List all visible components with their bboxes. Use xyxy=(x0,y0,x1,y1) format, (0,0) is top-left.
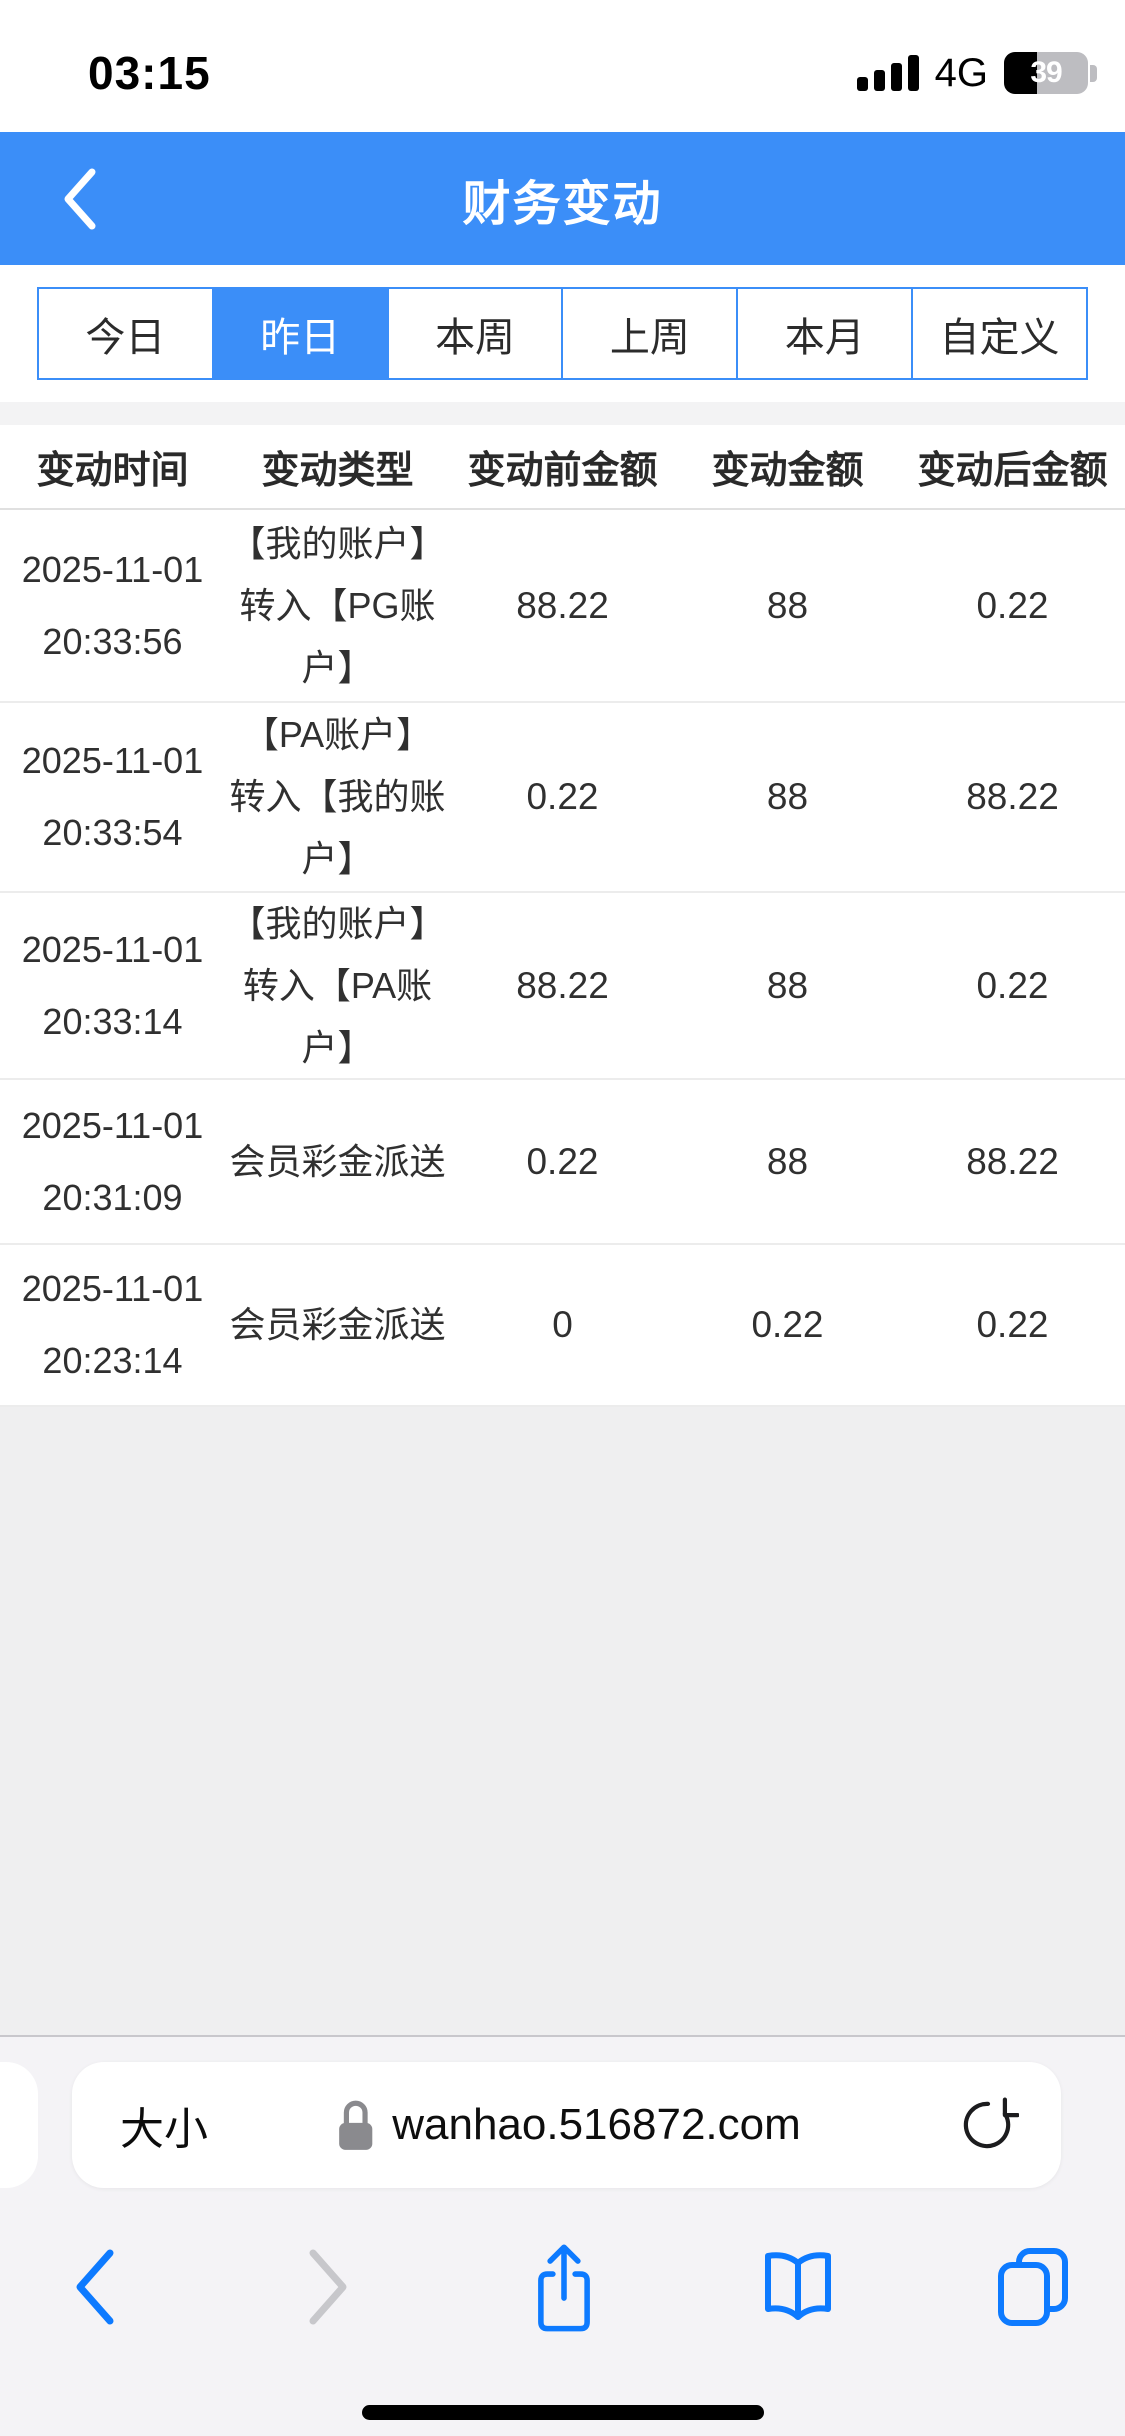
url-text[interactable]: wanhao.516872.com xyxy=(392,2100,801,2149)
battery-fill xyxy=(1004,52,1037,94)
row-date: 2025-11-01 xyxy=(21,1104,204,1146)
cell-before-amount: 0.22 xyxy=(526,1140,599,1182)
safari-bottom-bar: 大小 wanhao.516872.com xyxy=(0,2035,1125,2436)
forward-button[interactable] xyxy=(287,2239,371,2335)
row-date: 2025-11-01 xyxy=(21,740,204,781)
cell-type: 会员彩金派送 xyxy=(229,1304,446,1345)
network-type-label: 4G xyxy=(934,50,988,95)
battery-icon: 39 xyxy=(1004,52,1097,94)
book-icon[interactable] xyxy=(756,2239,840,2335)
table-row: 2025-11-01 20:33:14 【我的账户】转入【PA账户】 88.22… xyxy=(0,893,1125,1080)
cell-type: 会员彩金派送 xyxy=(229,1140,446,1182)
col-header-type: 变动类型 xyxy=(261,450,414,492)
lock-icon xyxy=(338,2100,372,2150)
cell-change-amount: 88 xyxy=(766,1140,809,1182)
cell-after-amount: 0.22 xyxy=(976,584,1049,626)
cell-change-amount: 88 xyxy=(766,964,809,1006)
table-header-row: 变动时间 变动类型 变动前金额 变动金额 变动后金额 xyxy=(0,425,1125,510)
cell-time: 2025-11-01 20:33:56 xyxy=(0,534,225,678)
cellular-signal-icon xyxy=(856,55,919,91)
cell-after-amount: 88.22 xyxy=(966,1140,1059,1182)
cell-change-amount: 0.22 xyxy=(751,1304,824,1345)
cell-after-amount: 88.22 xyxy=(966,776,1059,817)
back-chevron-icon[interactable] xyxy=(58,166,100,232)
cell-change-amount: 88 xyxy=(766,776,809,817)
back-button[interactable] xyxy=(52,2239,136,2335)
date-filter-tabs: 今日 昨日 本周 上周 本月 自定义 xyxy=(37,287,1088,380)
adjacent-tab-peek[interactable] xyxy=(0,2062,38,2188)
table-row: 2025-11-01 20:31:09 会员彩金派送 0.22 88 88.22 xyxy=(0,1080,1125,1245)
status-bar: 03:15 4G 39 xyxy=(0,0,1125,132)
row-time: 20:31:09 xyxy=(42,1176,183,1218)
row-time: 20:33:54 xyxy=(42,812,183,853)
row-time: 20:33:14 xyxy=(42,1000,183,1042)
tab-yesterday[interactable]: 昨日 xyxy=(211,289,387,378)
battery-percent: 39 xyxy=(1030,56,1062,89)
page-background xyxy=(0,1407,1125,2035)
text-size-button[interactable]: 大小 xyxy=(120,2105,208,2154)
cell-after-amount: 0.22 xyxy=(976,964,1049,1006)
row-date: 2025-11-01 xyxy=(21,928,204,970)
cell-change-amount: 88 xyxy=(766,584,809,626)
address-bar[interactable]: 大小 wanhao.516872.com xyxy=(72,2062,1061,2188)
table-row: 2025-11-01 20:23:14 会员彩金派送 0 0.22 0.22 xyxy=(0,1245,1125,1407)
row-date: 2025-11-01 xyxy=(21,1268,204,1309)
row-time: 20:23:14 xyxy=(42,1340,183,1381)
tab-today[interactable]: 今日 xyxy=(85,315,166,360)
tab-last-week[interactable]: 上周 xyxy=(561,289,736,378)
row-date: 2025-11-01 xyxy=(21,548,204,590)
home-indicator[interactable] xyxy=(361,2405,764,2420)
safari-toolbar xyxy=(0,2232,1125,2342)
col-header-after: 变动后金额 xyxy=(917,450,1108,492)
cell-time: 2025-11-01 20:33:54 xyxy=(0,725,225,869)
col-header-before: 变动前金额 xyxy=(467,450,658,492)
tabs-icon[interactable] xyxy=(991,2239,1075,2335)
status-icons: 4G 39 xyxy=(856,50,1097,96)
page-header: 财务变动 xyxy=(0,132,1125,265)
tab-this-month[interactable]: 本月 xyxy=(736,289,911,378)
cell-time: 2025-11-01 20:31:09 xyxy=(0,1090,225,1234)
cell-before-amount: 88.22 xyxy=(516,964,609,1006)
cell-after-amount: 0.22 xyxy=(976,1304,1049,1345)
cell-time: 2025-11-01 20:33:14 xyxy=(0,914,225,1058)
reload-icon[interactable] xyxy=(957,2094,1019,2156)
cell-before-amount: 0.22 xyxy=(526,776,599,817)
col-header-time: 变动时间 xyxy=(36,450,189,492)
share-icon[interactable] xyxy=(522,2239,606,2335)
cell-type: 【PA账户】转入【我的账户】 xyxy=(229,714,446,879)
cell-type: 【我的账户】转入【PA账户】 xyxy=(229,902,446,1068)
clock: 03:15 xyxy=(88,47,211,99)
row-time: 20:33:56 xyxy=(42,620,183,662)
table-row: 2025-11-01 20:33:54 【PA账户】转入【我的账户】 0.22 … xyxy=(0,703,1125,893)
table-row: 2025-11-01 20:33:56 【我的账户】转入【PG账户】 88.22… xyxy=(0,510,1125,703)
cell-time: 2025-11-01 20:23:14 xyxy=(0,1253,225,1397)
page-title: 财务变动 xyxy=(462,177,663,231)
tab-custom[interactable]: 自定义 xyxy=(911,289,1086,378)
divider-strip xyxy=(0,402,1125,425)
tab-this-week[interactable]: 本周 xyxy=(386,289,562,378)
cell-type: 【我的账户】转入【PG账户】 xyxy=(229,522,446,688)
cell-before-amount: 0 xyxy=(552,1304,573,1345)
cell-before-amount: 88.22 xyxy=(516,584,609,626)
col-header-change: 变动金额 xyxy=(711,450,864,492)
